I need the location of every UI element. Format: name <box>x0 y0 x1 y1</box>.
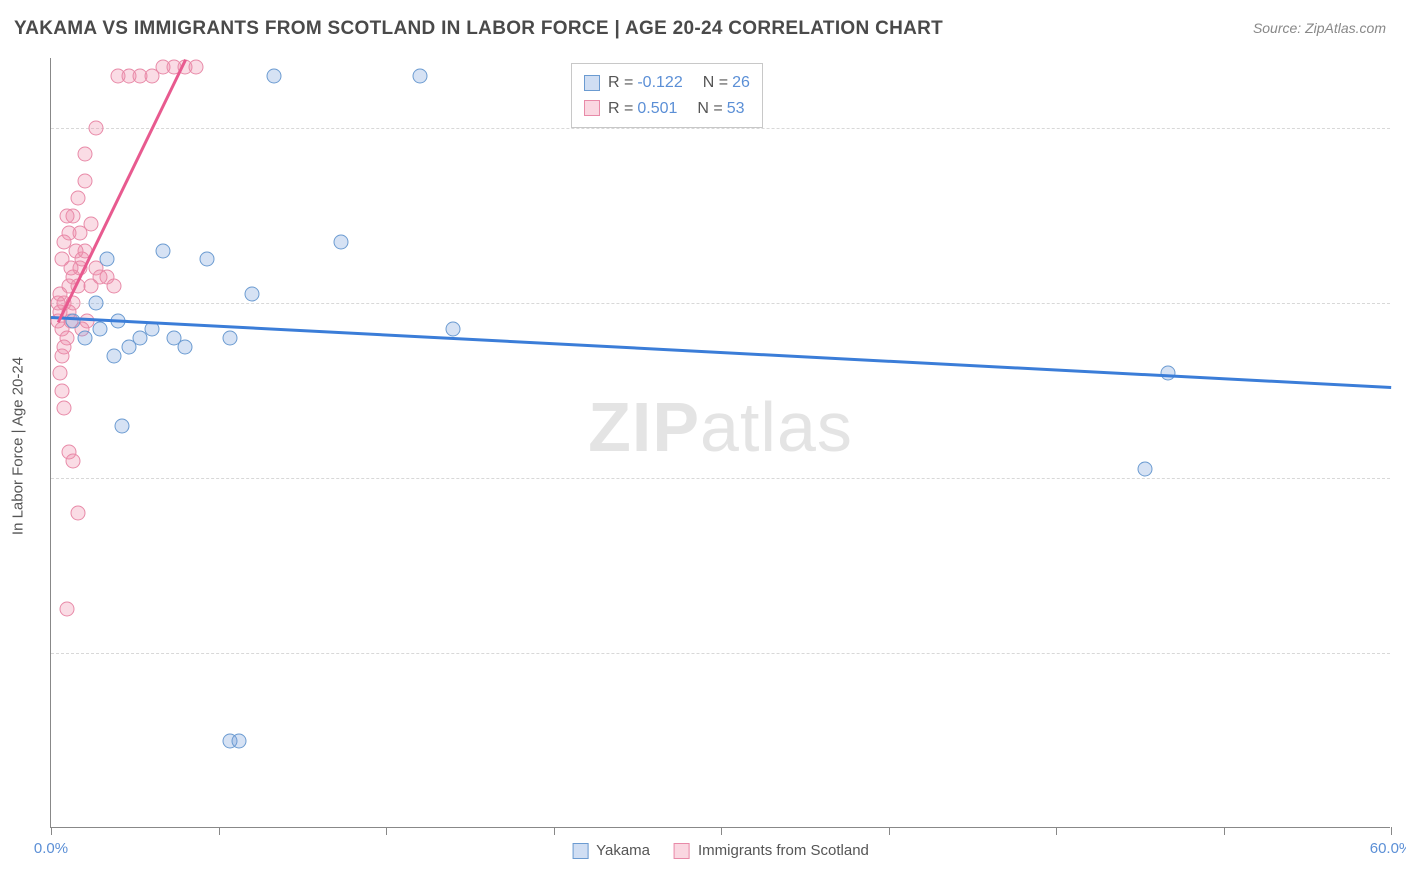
data-point <box>1138 462 1153 477</box>
xtick <box>51 827 52 835</box>
data-point <box>106 348 121 363</box>
data-point <box>57 339 72 354</box>
legend-swatch <box>674 843 690 859</box>
data-point <box>93 269 108 284</box>
n-label: N =53 <box>697 96 744 122</box>
data-point <box>446 322 461 337</box>
gridline <box>51 128 1390 129</box>
xtick <box>1056 827 1057 835</box>
data-point <box>1160 366 1175 381</box>
data-point <box>93 322 108 337</box>
gridline <box>51 653 1390 654</box>
xtick <box>1224 827 1225 835</box>
xtick <box>721 827 722 835</box>
xtick <box>219 827 220 835</box>
data-point <box>155 243 170 258</box>
data-point <box>57 401 72 416</box>
chart-title: YAKAMA VS IMMIGRANTS FROM SCOTLAND IN LA… <box>14 18 943 40</box>
data-point <box>70 191 85 206</box>
watermark: ZIPatlas <box>588 387 853 467</box>
data-point <box>55 383 70 398</box>
data-point <box>52 366 67 381</box>
xtick-label: 0.0% <box>34 840 68 857</box>
data-point <box>115 418 130 433</box>
y-axis-label: In Labor Force | Age 20-24 <box>10 357 27 535</box>
legend-item: Yakama <box>572 842 650 859</box>
data-point <box>77 331 92 346</box>
data-point <box>231 733 246 748</box>
data-point <box>106 278 121 293</box>
data-point <box>55 252 70 267</box>
xtick <box>889 827 890 835</box>
legend-swatch <box>584 75 600 91</box>
data-point <box>267 68 282 83</box>
legend-correlation-box: R =-0.122 N =26 R =0.501 N =53 <box>571 63 763 128</box>
data-point <box>70 506 85 521</box>
data-point <box>99 252 114 267</box>
data-point <box>77 173 92 188</box>
xtick <box>386 827 387 835</box>
data-point <box>412 68 427 83</box>
n-label: N =26 <box>703 70 750 96</box>
source-label: Source: ZipAtlas.com <box>1253 20 1386 36</box>
legend-item: Immigrants from Scotland <box>674 842 869 859</box>
xtick <box>554 827 555 835</box>
data-point <box>66 313 81 328</box>
data-point <box>245 287 260 302</box>
legend-label: Yakama <box>596 842 650 859</box>
data-point <box>59 602 74 617</box>
data-point <box>52 287 67 302</box>
watermark-light: atlas <box>700 388 853 466</box>
legend-row: R =0.501 N =53 <box>584 96 750 122</box>
trend-line <box>51 316 1391 388</box>
data-point <box>88 121 103 136</box>
data-point <box>66 453 81 468</box>
data-point <box>77 147 92 162</box>
legend-swatch <box>584 100 600 116</box>
gridline <box>51 303 1390 304</box>
legend-series: Yakama Immigrants from Scotland <box>572 842 869 859</box>
r-label: R =-0.122 <box>608 70 683 96</box>
data-point <box>222 331 237 346</box>
legend-row: R =-0.122 N =26 <box>584 70 750 96</box>
data-point <box>178 339 193 354</box>
legend-label: Immigrants from Scotland <box>698 842 869 859</box>
r-label: R =0.501 <box>608 96 677 122</box>
data-point <box>73 226 88 241</box>
data-point <box>59 208 74 223</box>
data-point <box>200 252 215 267</box>
watermark-bold: ZIP <box>588 388 700 466</box>
xtick-label: 60.0% <box>1370 840 1406 857</box>
legend-swatch <box>572 843 588 859</box>
data-point <box>88 296 103 311</box>
xtick <box>1391 827 1392 835</box>
plot-area: ZIPatlas R =-0.122N =26R =0.501N =53 Yak… <box>50 58 1390 828</box>
data-point <box>334 234 349 249</box>
data-point <box>68 243 83 258</box>
gridline <box>51 478 1390 479</box>
data-point <box>189 59 204 74</box>
